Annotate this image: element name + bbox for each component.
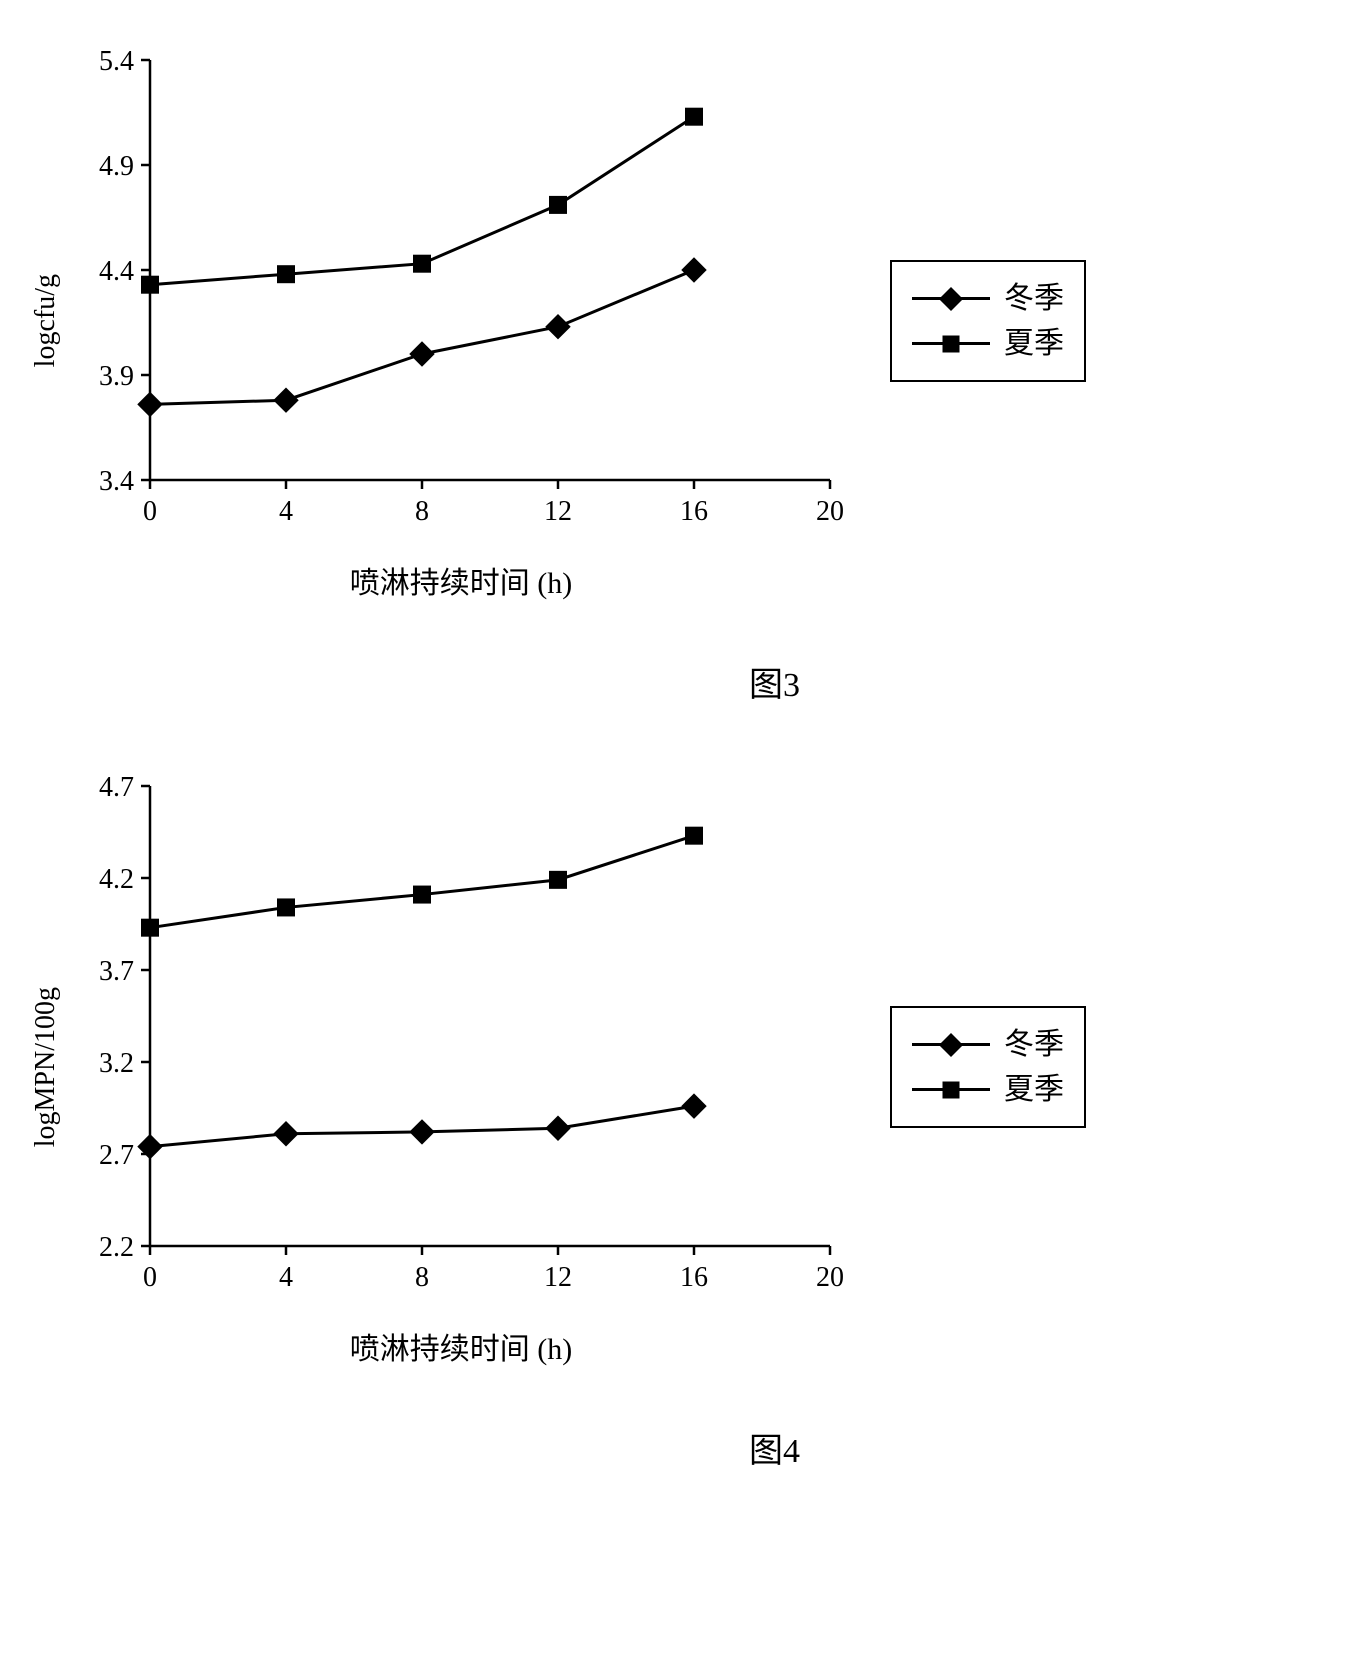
svg-text:8: 8 (415, 496, 429, 527)
caption-fig3: 图3 (230, 657, 1319, 706)
plot-svg-fig3: 3.4 3.9 4.4 4.9 5.4 0 4 8 12 16 20 (72, 40, 850, 540)
legend-fig4: 冬季夏季 (890, 1006, 1086, 1128)
legend-line-icon (912, 297, 990, 300)
svg-text:0: 0 (143, 496, 157, 527)
caption-fig4: 图4 (230, 1423, 1319, 1472)
diamond-marker-icon (939, 286, 963, 310)
legend-label: 冬季 (1004, 276, 1064, 321)
svg-text:4.7: 4.7 (99, 772, 134, 803)
plot-col-fig4: 2.2 2.7 3.2 3.7 4.2 4.7 0 4 8 12 16 20 喷淋持续时间 (h) (72, 766, 850, 1368)
plot-svg-fig4: 2.2 2.7 3.2 3.7 4.2 4.7 0 4 8 12 16 20 (72, 766, 850, 1306)
ylabel-fig4: logMPN/100g (30, 987, 62, 1147)
legend-line-icon (912, 1043, 990, 1046)
svg-text:4: 4 (279, 1262, 293, 1293)
svg-text:2.7: 2.7 (99, 1140, 134, 1171)
figure-3: logcfu/g 3.4 3.9 4.4 4.9 5.4 0 4 8 12 16 20 喷淋持续时间… (30, 40, 1319, 706)
figure-4: logMPN/100g 2.2 2.7 3.2 3.7 4.2 4.7 0 4 8 12 16 20 … (30, 766, 1319, 1472)
svg-text:4: 4 (279, 496, 293, 527)
chart-wrap-fig3: logcfu/g 3.4 3.9 4.4 4.9 5.4 0 4 8 12 16 20 喷淋持续时间… (30, 40, 850, 602)
svg-text:3.2: 3.2 (99, 1048, 134, 1079)
legend-label: 冬季 (1004, 1022, 1064, 1067)
xlabel-fig3: 喷淋持续时间 (h) (350, 558, 572, 602)
svg-text:3.9: 3.9 (99, 361, 134, 392)
diamond-marker-icon (939, 1032, 963, 1056)
svg-text:5.4: 5.4 (99, 46, 134, 77)
legend-fig3: 冬季夏季 (890, 260, 1086, 382)
svg-text:20: 20 (816, 1262, 844, 1293)
plot-col-fig3: 3.4 3.9 4.4 4.9 5.4 0 4 8 12 16 20 喷淋持续时间 (h) (72, 40, 850, 602)
svg-text:4.9: 4.9 (99, 151, 134, 182)
legend-line-icon (912, 1088, 990, 1091)
svg-text:16: 16 (680, 1262, 708, 1293)
svg-text:12: 12 (544, 496, 572, 527)
ylabel-fig3: logcfu/g (30, 274, 62, 367)
xlabel-fig4: 喷淋持续时间 (h) (350, 1324, 572, 1368)
legend-item: 冬季 (912, 276, 1064, 321)
svg-text:12: 12 (544, 1262, 572, 1293)
legend-item: 夏季 (912, 321, 1064, 366)
svg-text:3.4: 3.4 (99, 466, 134, 497)
legend-label: 夏季 (1004, 321, 1064, 366)
svg-text:4.2: 4.2 (99, 864, 134, 895)
legend-line-icon (912, 342, 990, 345)
square-marker-icon (943, 335, 960, 352)
legend-item: 夏季 (912, 1067, 1064, 1112)
svg-text:16: 16 (680, 496, 708, 527)
svg-text:0: 0 (143, 1262, 157, 1293)
legend-item: 冬季 (912, 1022, 1064, 1067)
svg-text:20: 20 (816, 496, 844, 527)
chart-row-fig3: logcfu/g 3.4 3.9 4.4 4.9 5.4 0 4 8 12 16 20 喷淋持续时间… (30, 40, 1319, 602)
svg-text:4.4: 4.4 (99, 256, 134, 287)
svg-text:2.2: 2.2 (99, 1232, 134, 1263)
svg-text:8: 8 (415, 1262, 429, 1293)
chart-row-fig4: logMPN/100g 2.2 2.7 3.2 3.7 4.2 4.7 0 4 8 12 16 20 … (30, 766, 1319, 1368)
square-marker-icon (943, 1081, 960, 1098)
chart-wrap-fig4: logMPN/100g 2.2 2.7 3.2 3.7 4.2 4.7 0 4 8 12 16 20 … (30, 766, 850, 1368)
legend-label: 夏季 (1004, 1067, 1064, 1112)
svg-text:3.7: 3.7 (99, 956, 134, 987)
